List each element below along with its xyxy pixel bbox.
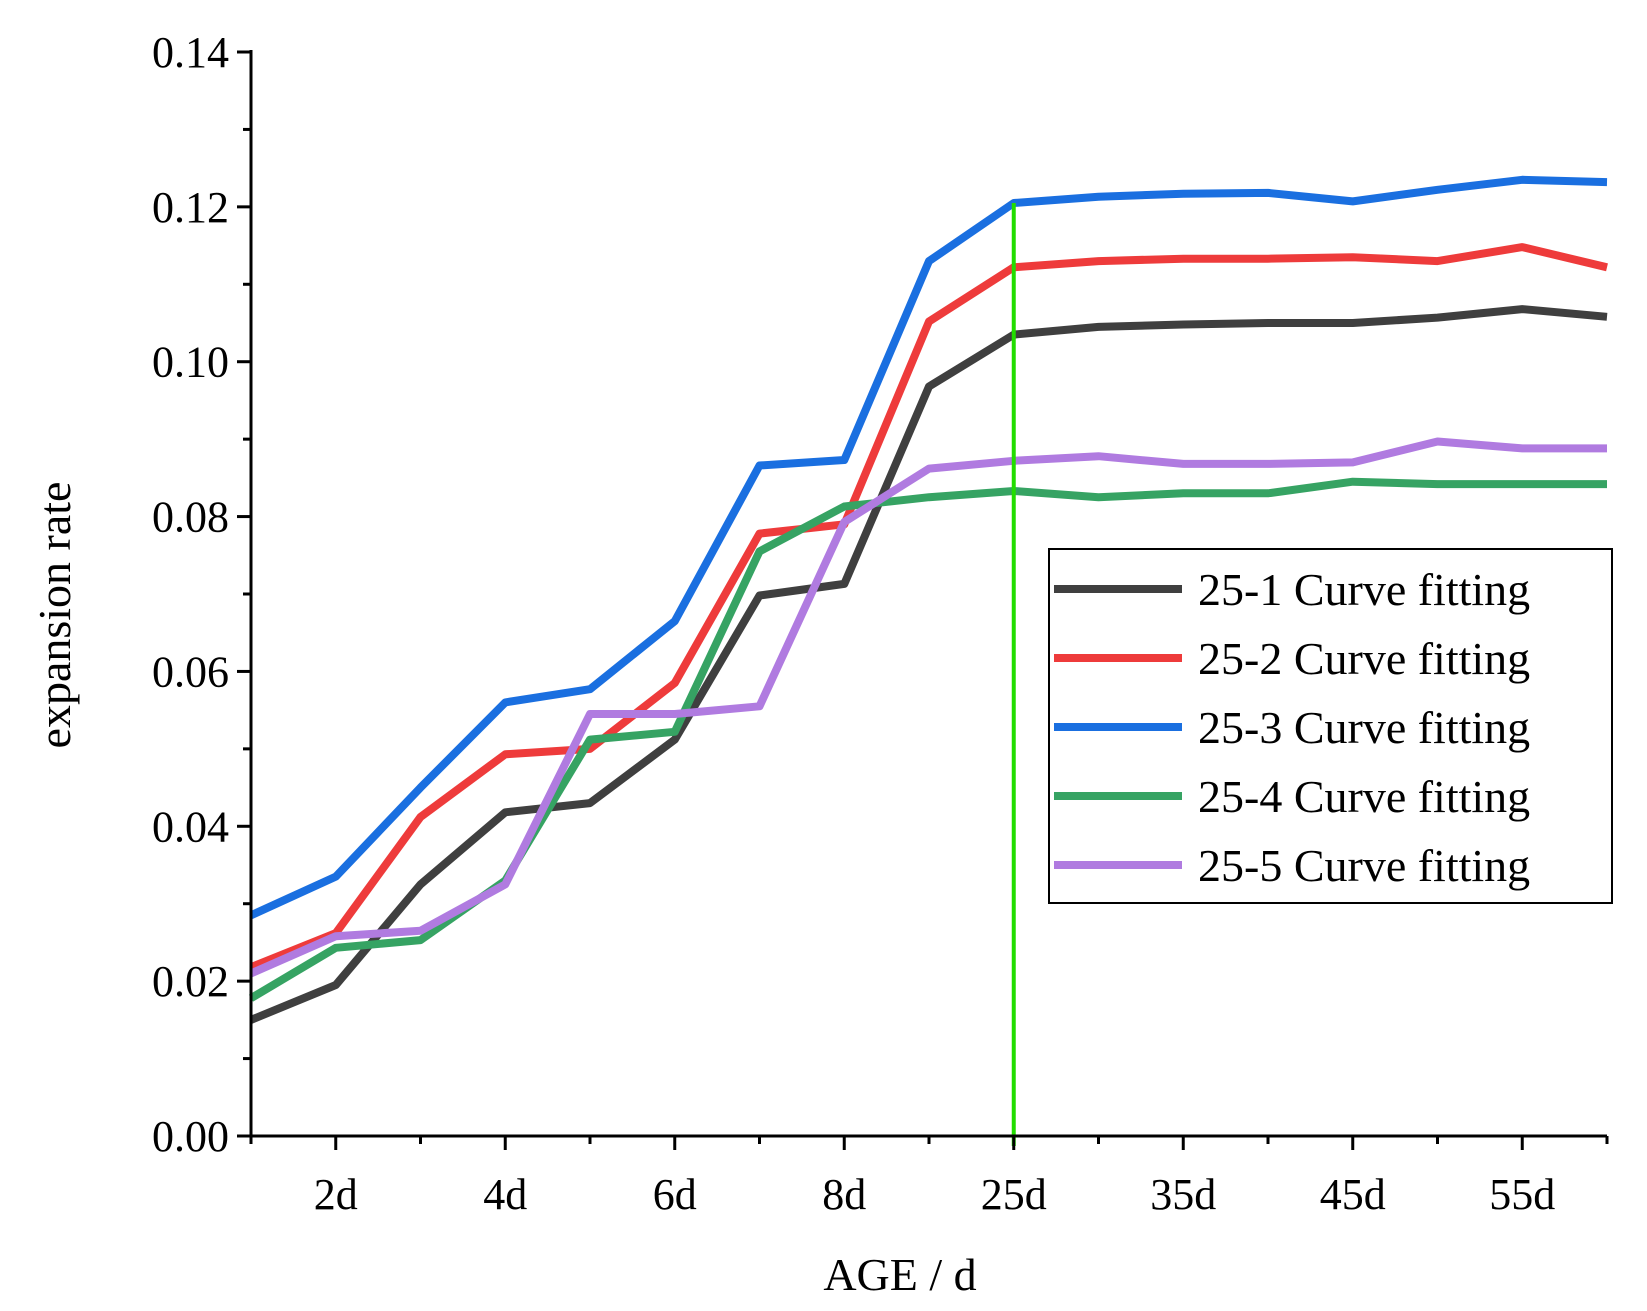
series-lines — [248, 175, 1608, 1024]
series-line-1 — [249, 305, 1608, 1024]
legend-label-3: 25-3 Curve fitting — [1198, 702, 1530, 753]
y-tick-label: 0.08 — [152, 493, 229, 542]
x-tick-label: 2d — [314, 1170, 358, 1219]
y-tick-label: 0.02 — [152, 957, 229, 1006]
series-line-3 — [249, 175, 1608, 919]
x-tick-label: 25d — [981, 1170, 1047, 1219]
y-tick-label: 0.00 — [152, 1112, 229, 1161]
axes: 0.00 0.02 0.04 0.06 0.08 0.10 0.12 0.14 2d 4d 6d 8d… — [152, 28, 1609, 1219]
legend-label-4: 25-4 Curve fitting — [1198, 771, 1530, 822]
legend-label-2: 25-2 Curve fitting — [1198, 633, 1530, 684]
y-axis-title: expansion rate — [29, 482, 80, 749]
y-tick-label: 0.10 — [152, 338, 229, 387]
legend-label-5: 25-5 Curve fitting — [1198, 840, 1530, 891]
series-line-2 — [249, 243, 1608, 971]
y-tick-label: 0.12 — [152, 183, 229, 232]
legend-label-1: 25-1 Curve fitting — [1198, 564, 1530, 615]
x-tick-label: 6d — [653, 1170, 697, 1219]
x-tick-label: 8d — [822, 1170, 866, 1219]
x-tick-label: 4d — [483, 1170, 527, 1219]
x-tick-label: 35d — [1150, 1170, 1216, 1219]
legend: 25-1 Curve fitting 25-2 Curve fitting 25-3… — [1048, 548, 1613, 904]
y-tick-label: 0.14 — [152, 28, 229, 77]
series-line-5 — [249, 437, 1607, 978]
x-tick-label: 45d — [1320, 1170, 1386, 1219]
y-tick-label: 0.06 — [152, 647, 229, 696]
y-tick-label: 0.04 — [152, 802, 229, 851]
x-axis-title: AGE / d — [823, 1249, 976, 1300]
x-tick-label: 55d — [1489, 1170, 1555, 1219]
